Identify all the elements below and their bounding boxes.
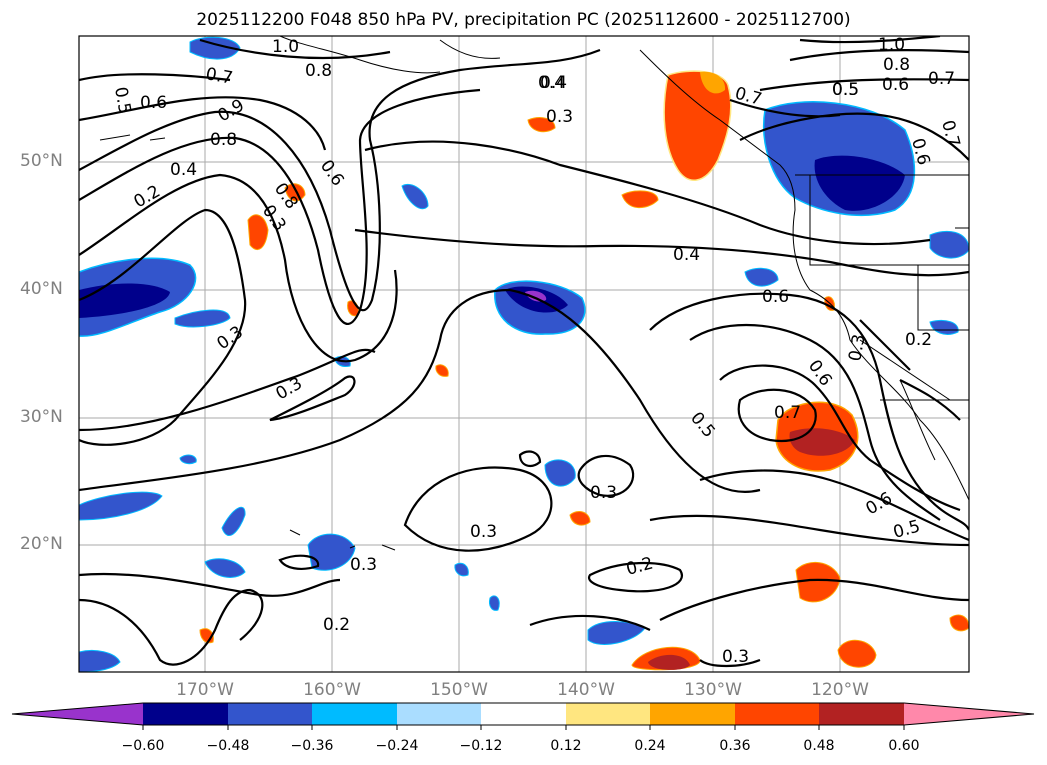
- contour-label: 0.4: [540, 73, 567, 93]
- colorbar-swatch: [397, 703, 481, 725]
- lat-label: 30°N: [20, 407, 63, 427]
- contour-label: 1.0: [272, 37, 299, 57]
- contour-label: 0.4: [538, 73, 565, 93]
- contour-label: 0.3: [350, 555, 377, 575]
- lat-label: 20°N: [20, 534, 63, 554]
- contour-label: 0.3: [590, 483, 617, 503]
- lon-label: 140°W: [557, 680, 615, 700]
- colorbar: [11, 702, 1035, 730]
- contour-label: 0.5: [832, 80, 859, 100]
- colorbar-tick-label: −0.24: [375, 738, 419, 754]
- contour-label: 0.8: [305, 61, 332, 81]
- colorbar-tick-label: 0.12: [550, 738, 582, 754]
- coastlines: [99, 36, 969, 551]
- contour-label: 0.7: [774, 403, 801, 423]
- contour-label: 0.3: [722, 647, 749, 667]
- lon-label: 150°W: [430, 680, 488, 700]
- contour-label: 0.4: [170, 160, 197, 180]
- lon-label: 170°W: [176, 680, 234, 700]
- contour-label: 0.6: [882, 75, 909, 95]
- colorbar-swatch: [312, 703, 397, 725]
- lat-label: 40°N: [20, 279, 63, 299]
- negative-precip-areas: [79, 36, 969, 672]
- contour-label: 0.7: [204, 64, 234, 88]
- map-title: 2025112200 F048 850 hPa PV, precipitatio…: [196, 10, 851, 30]
- colorbar-tick-label: 0.48: [803, 738, 835, 754]
- colorbar-tick-label: −0.12: [459, 738, 503, 754]
- contour-label: 0.8: [883, 55, 910, 75]
- lon-label: 120°W: [811, 680, 869, 700]
- pv-contours: [79, 36, 969, 668]
- contour-label: 0.6: [140, 93, 167, 113]
- colorbar-swatch: [819, 703, 904, 725]
- contour-label: 0.7: [928, 69, 955, 89]
- colorbar-tick-label: −0.60: [121, 738, 165, 754]
- contour-label: 0.8: [210, 130, 237, 150]
- contour-label: 0.2: [323, 615, 350, 635]
- colorbar-extend-low: [12, 703, 143, 725]
- colorbar-tick-label: 0.60: [888, 738, 920, 754]
- colorbar-swatch: [228, 703, 312, 725]
- colorbar-swatch: [650, 703, 735, 725]
- contour-label: 0.2: [905, 330, 932, 350]
- colorbar-tick-label: −0.48: [206, 738, 250, 754]
- positive-precip-areas: [199, 70, 969, 671]
- colorbar-swatch: [735, 703, 819, 725]
- colorbar-tick-label: 0.36: [719, 738, 751, 754]
- colorbar-extend-high: [904, 703, 1034, 725]
- colorbar-swatch: [481, 703, 566, 725]
- lon-label: 130°W: [684, 680, 742, 700]
- contour-label: 0.3: [845, 333, 869, 363]
- colorbar-tick-label: 0.24: [634, 738, 666, 754]
- contour-label: 0.5: [110, 85, 134, 115]
- contour-label: 1.0: [878, 35, 905, 55]
- contour-label: 0.3: [470, 522, 497, 542]
- contour-label: 0.4: [673, 245, 700, 265]
- colorbar-swatch: [143, 703, 228, 725]
- contour-label: 0.6: [762, 287, 789, 307]
- contour-label: 0.5: [832, 80, 859, 100]
- contour-label: 0.3: [546, 107, 573, 127]
- colorbar-swatch: [566, 703, 650, 725]
- colorbar-tick-label: −0.36: [290, 738, 334, 754]
- lon-label: 160°W: [303, 680, 361, 700]
- map-border: [78, 35, 970, 673]
- lat-label: 50°N: [20, 151, 63, 171]
